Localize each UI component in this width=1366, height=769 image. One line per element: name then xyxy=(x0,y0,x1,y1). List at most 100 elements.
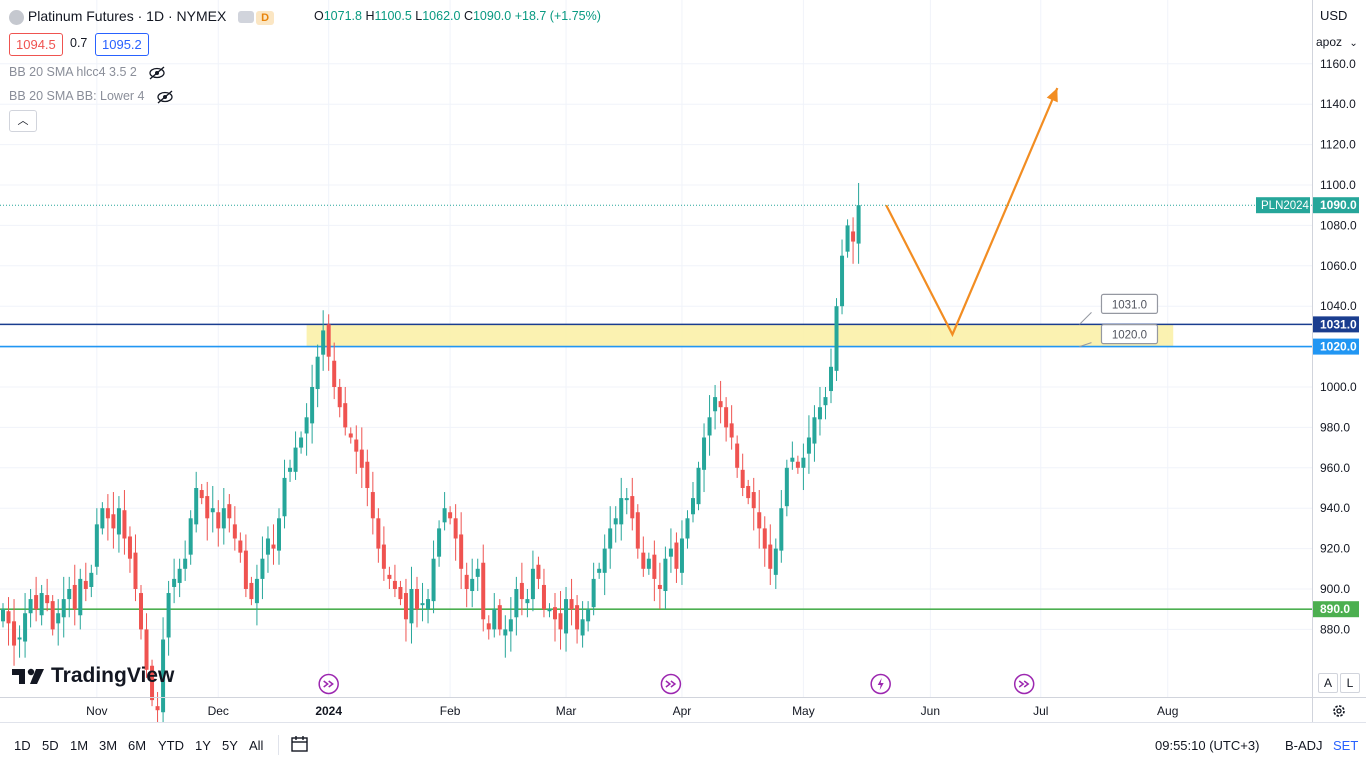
candle-body xyxy=(608,528,613,549)
symbol-title[interactable]: Platinum Futures · 1D · NYMEX xyxy=(27,8,227,24)
range-5d-button[interactable]: 5D xyxy=(42,738,59,753)
candle-body xyxy=(784,467,789,507)
candle-body xyxy=(387,574,392,579)
y-tick-label: 980.0 xyxy=(1320,420,1350,434)
auto-scale-button[interactable]: A xyxy=(1318,673,1338,693)
event-markers[interactable] xyxy=(318,673,1035,695)
hidden-eye-icon[interactable] xyxy=(148,66,166,80)
candle-body xyxy=(702,437,707,470)
candle-body xyxy=(541,584,546,610)
range-5y-button[interactable]: 5Y xyxy=(222,738,238,753)
candle-body xyxy=(144,629,149,670)
x-tick-label: Apr xyxy=(673,704,692,718)
range-6m-button[interactable]: 6M xyxy=(128,738,147,753)
range-ytd-button[interactable]: YTD xyxy=(158,738,184,753)
candle-body xyxy=(691,498,695,515)
candle-body xyxy=(321,330,326,355)
candle-body xyxy=(564,599,569,634)
candle-body xyxy=(1,609,5,622)
forecast-arrow-path[interactable] xyxy=(885,87,1059,338)
candle-body xyxy=(420,603,425,606)
candle-body xyxy=(221,508,226,529)
high-label: H xyxy=(365,9,375,23)
flash-glyph xyxy=(877,678,884,690)
collapse-legend-button[interactable]: ︿ xyxy=(9,110,37,132)
range-1y-button[interactable]: 1Y xyxy=(195,738,211,753)
range-all-button[interactable]: All xyxy=(249,738,264,753)
candle-body xyxy=(591,578,596,608)
y-tick-label: 1140.0 xyxy=(1320,97,1356,111)
chevron-down-icon: ⌄ xyxy=(1349,38,1358,49)
candle-body xyxy=(83,580,88,589)
candle-body xyxy=(646,558,651,569)
clock-timezone[interactable]: 09:55:10 (UTC+3) xyxy=(1155,738,1260,753)
candle-body xyxy=(663,558,668,592)
candle-body xyxy=(840,255,845,307)
candle-body xyxy=(856,205,861,244)
candle-body xyxy=(205,496,210,519)
level-price-tag[interactable] xyxy=(1313,338,1359,355)
x-tick-label: 2024 xyxy=(315,704,342,718)
candle-body xyxy=(271,544,276,549)
candle-body xyxy=(150,665,155,701)
low-value: 1062.0 xyxy=(422,9,461,23)
delayed-badge[interactable]: D xyxy=(256,11,275,25)
candle-body xyxy=(757,512,762,529)
time-axis[interactable]: Nov Dec 2024 Feb Mar Apr May Jun Jul Aug xyxy=(86,704,1178,718)
candle-body xyxy=(116,508,121,535)
buy-price-button[interactable]: 1095.2 xyxy=(95,33,149,56)
candle-body xyxy=(437,528,442,557)
indicator-label: BB 20 SMA BB: Lower 4 xyxy=(9,89,145,103)
candle-body xyxy=(392,580,397,589)
level-price-tag[interactable] xyxy=(1313,316,1359,333)
log-scale-button[interactable]: L xyxy=(1340,673,1360,693)
hidden-eye-icon[interactable] xyxy=(156,90,174,104)
symbol-tag[interactable] xyxy=(1256,197,1310,214)
tradingview-logo[interactable]: TradingView xyxy=(11,664,174,688)
candle-body xyxy=(768,544,773,569)
callout-box[interactable] xyxy=(1100,324,1159,345)
range-3m-button[interactable]: 3M xyxy=(99,738,118,753)
currency-select[interactable]: USD xyxy=(1316,5,1360,27)
candle-body xyxy=(812,417,817,444)
adjustment-toggle[interactable]: B-ADJ xyxy=(1285,738,1323,753)
callout-box[interactable] xyxy=(1100,293,1159,314)
candle-body xyxy=(39,593,44,616)
candle-body xyxy=(326,324,331,357)
high-value: 1100.5 xyxy=(374,9,412,23)
support-zone xyxy=(306,324,1174,347)
callout-pointer xyxy=(1079,342,1092,348)
candle-body xyxy=(243,550,248,589)
candle-body xyxy=(735,443,740,468)
range-1m-button[interactable]: 1M xyxy=(70,738,89,753)
x-tick-label: Dec xyxy=(208,704,229,718)
session-toggle[interactable]: SET xyxy=(1333,738,1359,753)
price-callouts[interactable]: 1031.0 1020.0 xyxy=(1079,293,1159,348)
x-tick-label: Feb xyxy=(440,704,461,718)
horizontal-levels xyxy=(0,323,1312,611)
level-price-label: 1020.0 xyxy=(1320,340,1357,354)
price-chart[interactable]: 1031.0 1020.0 880.0 900.0 920.0 940.0 960.0 98… xyxy=(0,0,1366,722)
sell-price-button[interactable]: 1094.5 xyxy=(9,33,63,56)
candle-body xyxy=(740,469,745,488)
price-axis[interactable]: 880.0 900.0 920.0 940.0 960.0 980.0 1000.0 1020… xyxy=(1256,57,1359,637)
unit-select[interactable]: apoz ⌄ xyxy=(1316,33,1362,51)
candle-body xyxy=(139,593,143,630)
candle-body xyxy=(547,609,552,612)
level-price-tag[interactable] xyxy=(1313,601,1359,618)
candle-body xyxy=(194,488,199,525)
candle-body xyxy=(718,401,723,408)
spread-value: 0.7 xyxy=(70,36,88,50)
range-1d-button[interactable]: 1D xyxy=(14,738,31,753)
symbol-legend[interactable]: Platinum Futures · 1D · NYMEX D xyxy=(9,8,275,25)
last-price-tag[interactable] xyxy=(1313,197,1359,214)
symbol-icon xyxy=(9,9,24,25)
candle-body xyxy=(426,599,431,610)
x-tick-label: Nov xyxy=(86,704,107,718)
indicator-bb-2[interactable]: BB 20 SMA BB: Lower 4 xyxy=(9,89,174,104)
indicator-bb-1[interactable]: BB 20 SMA hlcc4 3.5 2 xyxy=(9,65,166,80)
calendar-goto-icon[interactable] xyxy=(290,735,310,753)
candle-body xyxy=(348,433,353,438)
ohlc-values: O1071.8 H1100.5 L1062.0 C1090.0 +18.7 (+… xyxy=(314,9,601,23)
chart-settings-gear-icon[interactable] xyxy=(1331,703,1347,719)
